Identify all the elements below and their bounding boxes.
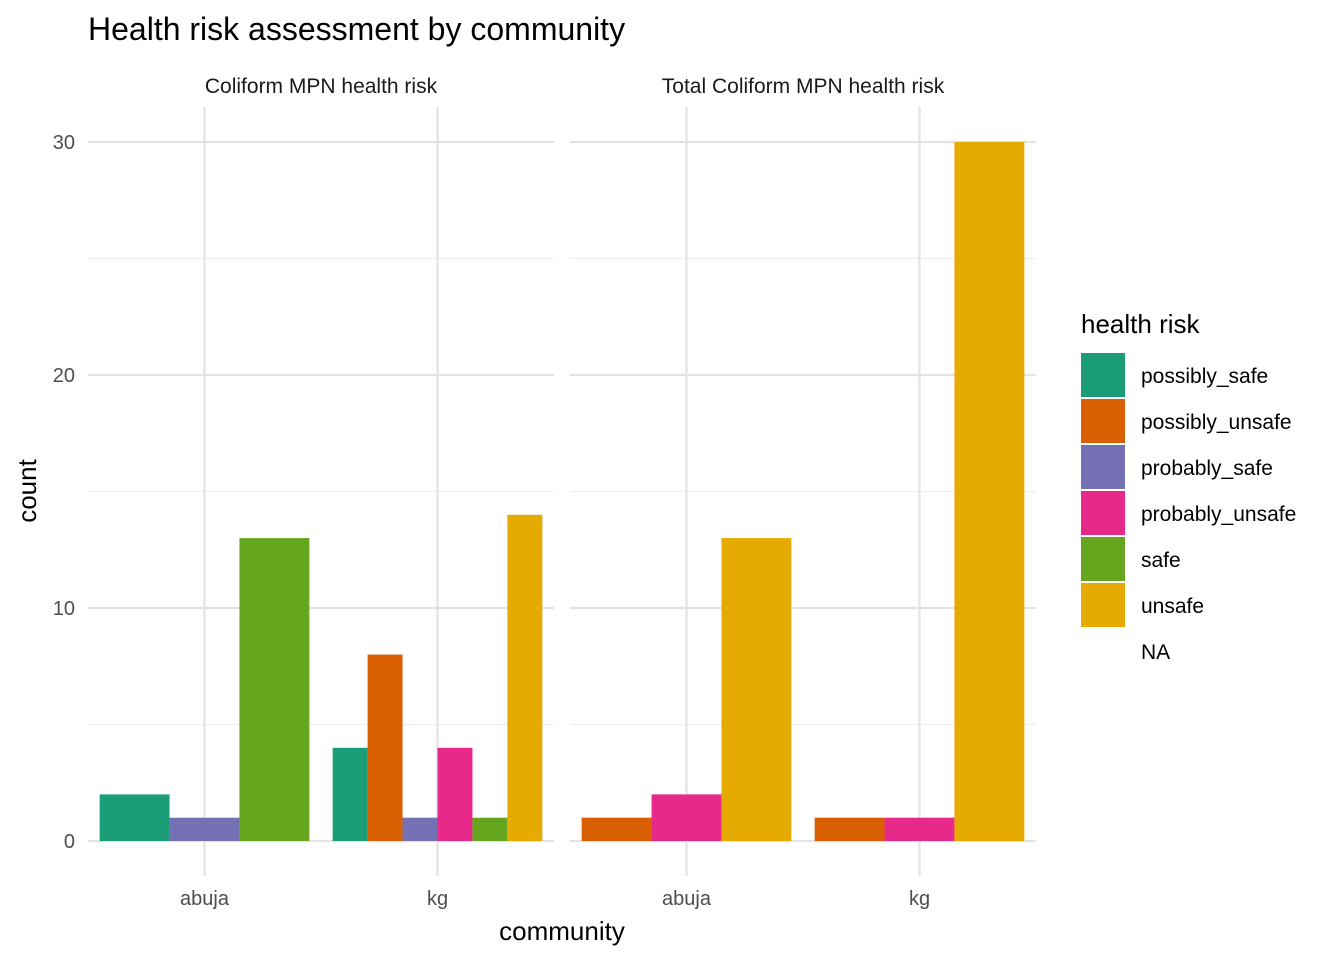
legend-label: NA xyxy=(1141,641,1170,664)
y-tick-label: 30 xyxy=(53,132,75,154)
legend-label: possibly_safe xyxy=(1141,365,1268,388)
bar-probably_unsafe xyxy=(651,794,722,841)
y-axis-ticks: 0 10 20 30 xyxy=(53,132,75,853)
y-tick-label: 0 xyxy=(64,831,75,853)
legend-label: safe xyxy=(1141,549,1181,572)
facet-strip-title: Total Coliform MPN health risk xyxy=(662,75,945,98)
bar-possibly_unsafe xyxy=(581,817,652,841)
facet-strip-title: Coliform MPN health risk xyxy=(205,75,438,98)
legend-key-safe xyxy=(1081,537,1125,581)
bar-safe xyxy=(239,538,310,841)
bar-unsafe xyxy=(721,538,792,841)
legend-key-probably_safe xyxy=(1081,445,1125,489)
y-tick-label: 20 xyxy=(53,365,75,387)
legend-label: possibly_unsafe xyxy=(1141,411,1292,434)
x-tick-label: kg xyxy=(427,888,448,910)
bar-possibly_unsafe xyxy=(367,654,403,841)
legend-label: probably_safe xyxy=(1141,457,1273,480)
chart-title: Health risk assessment by community xyxy=(88,11,625,47)
legend-key-unsafe xyxy=(1081,583,1125,627)
legend-label: probably_unsafe xyxy=(1141,503,1296,526)
bar-unsafe xyxy=(954,142,1025,841)
bar-unsafe xyxy=(507,514,543,841)
bar-safe xyxy=(472,817,508,841)
x-tick-label: kg xyxy=(909,888,930,910)
bar-possibly_safe xyxy=(332,747,368,841)
legend-title: health risk xyxy=(1081,309,1200,339)
y-axis-title: count xyxy=(12,458,42,522)
bar-probably_unsafe xyxy=(884,817,955,841)
bar-possibly_safe xyxy=(99,794,170,841)
legend-key-probably_unsafe xyxy=(1081,491,1125,535)
x-tick-label: abuja xyxy=(662,888,712,910)
facet-panel: Coliform MPN health risk abuja kg xyxy=(88,75,554,910)
y-tick-label: 10 xyxy=(53,598,75,620)
bar-probably_unsafe xyxy=(437,747,473,841)
x-tick-label: abuja xyxy=(180,888,230,910)
legend: health risk possibly_safe possibly_unsafe… xyxy=(1081,309,1296,664)
bar-probably_safe xyxy=(402,817,438,841)
bar-possibly_unsafe xyxy=(814,817,885,841)
x-axis-title: community xyxy=(499,916,625,946)
bar-probably_safe xyxy=(169,817,240,841)
legend-key-possibly_safe xyxy=(1081,353,1125,397)
facet-panel: Total Coliform MPN health risk abuja kg xyxy=(570,75,1036,910)
legend-key-possibly_unsafe xyxy=(1081,399,1125,443)
legend-label: unsafe xyxy=(1141,595,1204,618)
